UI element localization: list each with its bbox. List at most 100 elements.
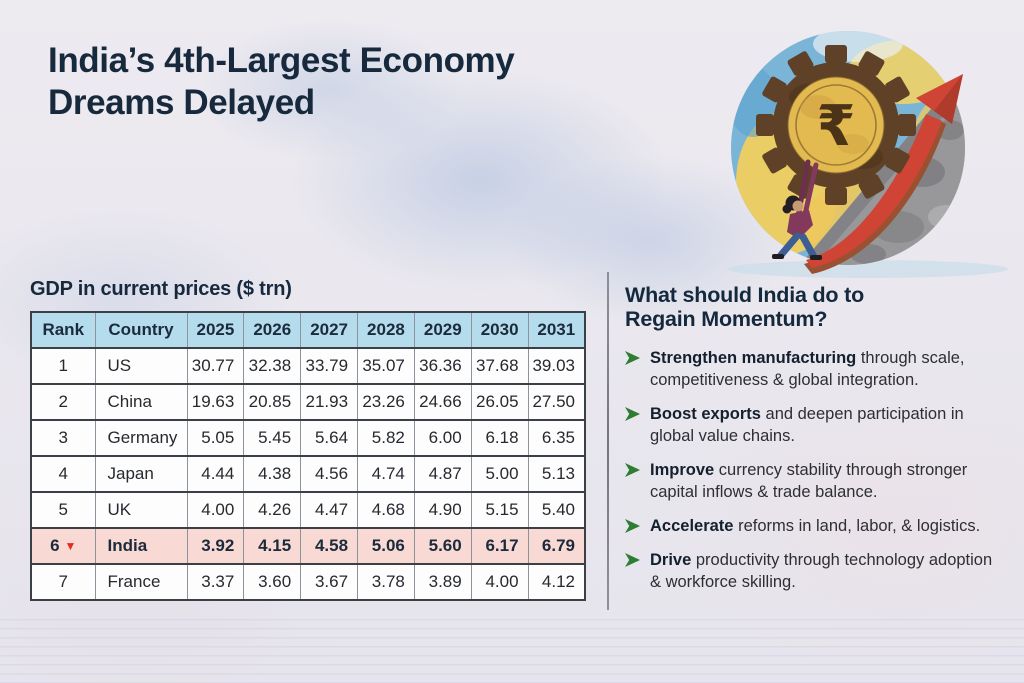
column-header: 2027 xyxy=(300,311,359,349)
gdp-value-cell: 33.79 xyxy=(300,347,359,385)
gdp-value-cell: 37.68 xyxy=(470,347,529,385)
table-row-uk: 5 UK 4.00 4.26 4.47 4.68 4.90 5.15 5.40 xyxy=(30,491,586,529)
country-cell: France xyxy=(94,563,188,601)
rupee-gear: ₹ xyxy=(756,45,916,205)
gdp-table: Rank Country 2025 2026 2027 2028 2029 2030 2031 … xyxy=(30,311,586,601)
gdp-value-cell: 4.44 xyxy=(186,455,245,493)
page-title-line2: Dreams Delayed xyxy=(48,83,315,122)
recommendations-heading-line2: Regain Momentum? xyxy=(625,307,828,331)
recommendation-item: Improve currency stability through stron… xyxy=(625,459,1005,503)
column-header: 2029 xyxy=(413,311,472,349)
country-cell: UK xyxy=(94,491,188,529)
gdp-value-cell: 4.56 xyxy=(300,455,359,493)
gdp-value-cell: 4.58 xyxy=(300,527,359,565)
gdp-value-cell: 5.64 xyxy=(300,419,359,457)
gdp-value-cell: 6.79 xyxy=(527,527,586,565)
recommendation-item: Accelerate reforms in land, labor, & log… xyxy=(625,515,1005,537)
table-title: GDP in current prices ($ trn) xyxy=(30,278,292,300)
gdp-value-cell: 32.38 xyxy=(243,347,302,385)
country-cell: Germany xyxy=(94,419,188,457)
rank-value: 6 xyxy=(50,536,60,555)
gdp-value-cell: 4.00 xyxy=(186,491,245,529)
gdp-value-cell: 5.45 xyxy=(243,419,302,457)
gdp-value-cell: 5.60 xyxy=(413,527,472,565)
column-header: 2030 xyxy=(470,311,529,349)
gdp-value-cell: 4.12 xyxy=(527,563,586,601)
rising-arrow xyxy=(804,74,963,274)
column-header: 2026 xyxy=(243,311,302,349)
rank-value: 4 xyxy=(58,464,68,483)
gdp-value-cell: 35.07 xyxy=(357,347,415,385)
gdp-value-cell: 6.18 xyxy=(470,419,529,457)
person-pushing xyxy=(772,159,822,260)
rank-value: 3 xyxy=(58,428,68,447)
rank-cell: 4 xyxy=(30,455,96,493)
rupee-gear-illustration: ₹ xyxy=(728,31,1008,278)
country-cell: China xyxy=(94,383,188,421)
page-title: India’s 4th-Largest Economy Dreams Delay… xyxy=(48,40,515,124)
rupee-coin xyxy=(787,76,885,174)
gdp-value-cell: 4.15 xyxy=(243,527,302,565)
gdp-value-cell: 4.47 xyxy=(300,491,359,529)
gdp-value-cell: 5.13 xyxy=(527,455,586,493)
bullet-text: Strengthen manufacturing through scale, … xyxy=(650,349,965,389)
bullet-text: Improve currency stability through stron… xyxy=(650,461,968,501)
recommendation-item: Boost exports and deepen participation i… xyxy=(625,403,1005,447)
gdp-value-cell: 26.05 xyxy=(470,383,529,421)
recommendations-heading-line1: What should India do to xyxy=(625,283,865,307)
country-cell: US xyxy=(94,347,188,385)
recommendation-item: Drive productivity through technology ad… xyxy=(625,549,1005,593)
gdp-value-cell: 4.87 xyxy=(413,455,472,493)
gdp-value-cell: 4.68 xyxy=(357,491,415,529)
rank-cell: 6 ▼ xyxy=(30,527,96,565)
table-row-germany: 3 Germany 5.05 5.45 5.64 5.82 6.00 6.18 6.35 xyxy=(30,419,586,457)
gdp-value-cell: 39.03 xyxy=(527,347,586,385)
section-divider xyxy=(607,272,609,610)
gdp-value-cell: 21.93 xyxy=(300,383,359,421)
bullet-arrow-icon xyxy=(625,351,640,365)
gdp-value-cell: 3.89 xyxy=(413,563,472,601)
recommendations-list: Strengthen manufacturing through scale, … xyxy=(625,347,1005,593)
paper-texture-lines xyxy=(0,619,1024,683)
bullet-arrow-icon xyxy=(625,519,640,533)
country-cell: India xyxy=(94,527,188,565)
gdp-value-cell: 4.74 xyxy=(357,455,415,493)
gdp-value-cell: 3.37 xyxy=(186,563,245,601)
column-header: Country xyxy=(94,311,188,349)
column-header: 2025 xyxy=(186,311,245,349)
gdp-value-cell: 5.40 xyxy=(527,491,586,529)
rank-cell: 5 xyxy=(30,491,96,529)
gdp-value-cell: 4.90 xyxy=(413,491,472,529)
rank-cell: 1 xyxy=(30,347,96,385)
table-row-china: 2 China 19.63 20.85 21.93 23.26 24.66 26.05 27.5… xyxy=(30,383,586,421)
gdp-value-cell: 3.92 xyxy=(186,527,245,565)
gdp-value-cell: 23.26 xyxy=(357,383,415,421)
gdp-value-cell: 4.00 xyxy=(470,563,529,601)
gdp-value-cell: 36.36 xyxy=(413,347,472,385)
gdp-value-cell: 5.06 xyxy=(357,527,415,565)
bullet-arrow-icon xyxy=(625,463,640,477)
bullet-text: Accelerate reforms in land, labor, & log… xyxy=(650,517,981,535)
gdp-value-cell: 4.26 xyxy=(243,491,302,529)
rank-value: 7 xyxy=(58,572,68,591)
table-row-france: 7 France 3.37 3.60 3.67 3.78 3.89 4.00 4.12 xyxy=(30,563,586,601)
rupee-symbol: ₹ xyxy=(817,94,856,159)
gdp-value-cell: 3.60 xyxy=(243,563,302,601)
bullet-text: Boost exports and deepen participation i… xyxy=(650,405,964,445)
rank-down-triangle-icon: ▼ xyxy=(64,539,77,553)
rank-cell: 7 xyxy=(30,563,96,601)
table-row-india: 6 ▼ India 3.92 4.15 4.58 5.06 5.60 6.17 6.79 xyxy=(30,527,586,565)
table-header-row: Rank Country 2025 2026 2027 2028 2029 2030 2031 xyxy=(30,311,586,349)
rank-cell: 2 xyxy=(30,383,96,421)
ground-wash xyxy=(728,260,1008,278)
gdp-table-body: 1 US 30.77 32.38 33.79 35.07 36.36 37.68 39.03 2 C… xyxy=(30,347,586,601)
gdp-value-cell: 4.38 xyxy=(243,455,302,493)
rank-value: 5 xyxy=(58,500,68,519)
bullet-arrow-icon xyxy=(625,407,640,421)
rank-cell: 3 xyxy=(30,419,96,457)
gdp-value-cell: 5.00 xyxy=(470,455,529,493)
column-header: 2028 xyxy=(357,311,415,349)
gdp-value-cell: 24.66 xyxy=(413,383,472,421)
gdp-value-cell: 27.50 xyxy=(527,383,586,421)
